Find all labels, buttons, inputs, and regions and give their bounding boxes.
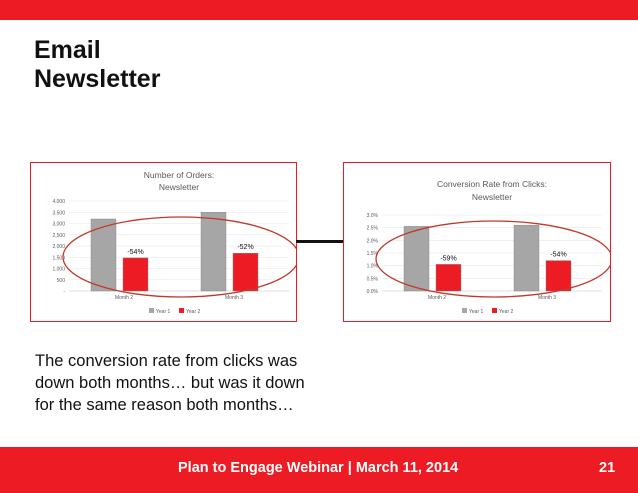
chart-title-line: Newsletter bbox=[159, 182, 199, 192]
y-tick-label: 2,000 bbox=[52, 244, 65, 250]
chart-svg: Number of Orders: Newsletter - 500 1,000 1,50… bbox=[52, 170, 296, 315]
top-accent-band bbox=[0, 0, 638, 20]
legend-label: Year 2 bbox=[499, 309, 513, 315]
bar-data-label: -54% bbox=[127, 249, 143, 256]
y-tick-label: 4,000 bbox=[52, 199, 65, 205]
conversion-rate-chart: Conversion Rate from Clicks: Newsletter 0.… bbox=[343, 162, 611, 322]
y-tick-label: - bbox=[63, 289, 65, 295]
x-tick-label: Month 2 bbox=[428, 295, 446, 301]
y-tick-label: 2.5% bbox=[367, 226, 379, 232]
y-tick-label: 1.0% bbox=[367, 264, 379, 270]
bar-year-2 bbox=[545, 260, 572, 292]
bar-data-label: -54% bbox=[550, 252, 566, 259]
orders-chart: Number of Orders: Newsletter - 500 1,000 1,50… bbox=[30, 162, 297, 322]
chart-title-line: Conversion Rate from Clicks: bbox=[437, 179, 547, 189]
highlight-ellipse bbox=[62, 216, 296, 298]
y-tick-label: 500 bbox=[57, 278, 66, 284]
y-tick-label: 3,000 bbox=[52, 222, 65, 228]
bar-year-1 bbox=[90, 218, 117, 292]
x-tick-label: Month 3 bbox=[225, 295, 243, 301]
slide-title: Email Newsletter bbox=[34, 36, 160, 94]
y-tick-label: 0.5% bbox=[367, 276, 379, 282]
legend-label: Year 1 bbox=[469, 309, 483, 315]
y-tick-label: 2.0% bbox=[367, 238, 379, 244]
legend-swatch bbox=[179, 308, 184, 313]
body-text-line-3: for the same reason both months… bbox=[35, 396, 294, 414]
y-tick-label: 3.0% bbox=[367, 213, 379, 219]
chart-svg: Conversion Rate from Clicks: Newsletter 0.… bbox=[367, 179, 610, 315]
y-tick-label: 0.0% bbox=[367, 289, 379, 295]
bar-year-1 bbox=[403, 226, 430, 292]
footer-bar: Plan to Engage Webinar | March 11, 2014 … bbox=[0, 447, 638, 493]
bar-year-2 bbox=[122, 257, 149, 292]
x-tick-label: Month 2 bbox=[115, 295, 133, 301]
y-tick-label: 3,500 bbox=[52, 210, 65, 216]
bar-year-2 bbox=[435, 264, 462, 292]
bar-data-label: -52% bbox=[237, 244, 253, 251]
legend-swatch bbox=[149, 308, 154, 313]
slide-title-line-1: Email bbox=[34, 36, 101, 64]
body-text-line-2: down both months… but was it down bbox=[35, 374, 305, 392]
bar-year-2 bbox=[232, 252, 259, 292]
y-tick-label: 1,500 bbox=[52, 255, 65, 261]
chart-title-line: Number of Orders: bbox=[144, 170, 214, 180]
y-tick-label: 1,000 bbox=[52, 267, 65, 273]
x-tick-label: Month 3 bbox=[538, 295, 556, 301]
y-tick-label: 2,500 bbox=[52, 233, 65, 239]
legend-label: Year 1 bbox=[156, 309, 170, 315]
bar-data-label: -59% bbox=[440, 255, 456, 262]
body-text: The conversion rate from clicks was down… bbox=[35, 350, 375, 416]
chart-title-line: Newsletter bbox=[472, 192, 512, 202]
bar-year-1 bbox=[513, 224, 540, 292]
legend-swatch bbox=[462, 308, 467, 313]
bar-year-1 bbox=[200, 212, 227, 292]
body-text-line-1: The conversion rate from clicks was bbox=[35, 352, 298, 370]
slide-title-line-2: Newsletter bbox=[34, 65, 161, 93]
y-tick-label: 1.5% bbox=[367, 251, 379, 257]
footer-text: Plan to Engage Webinar | March 11, 2014 bbox=[178, 460, 459, 476]
connector-line bbox=[296, 240, 344, 243]
page-number: 21 bbox=[599, 460, 616, 476]
legend-swatch bbox=[492, 308, 497, 313]
highlight-ellipse bbox=[375, 220, 610, 298]
legend-label: Year 2 bbox=[186, 309, 200, 315]
